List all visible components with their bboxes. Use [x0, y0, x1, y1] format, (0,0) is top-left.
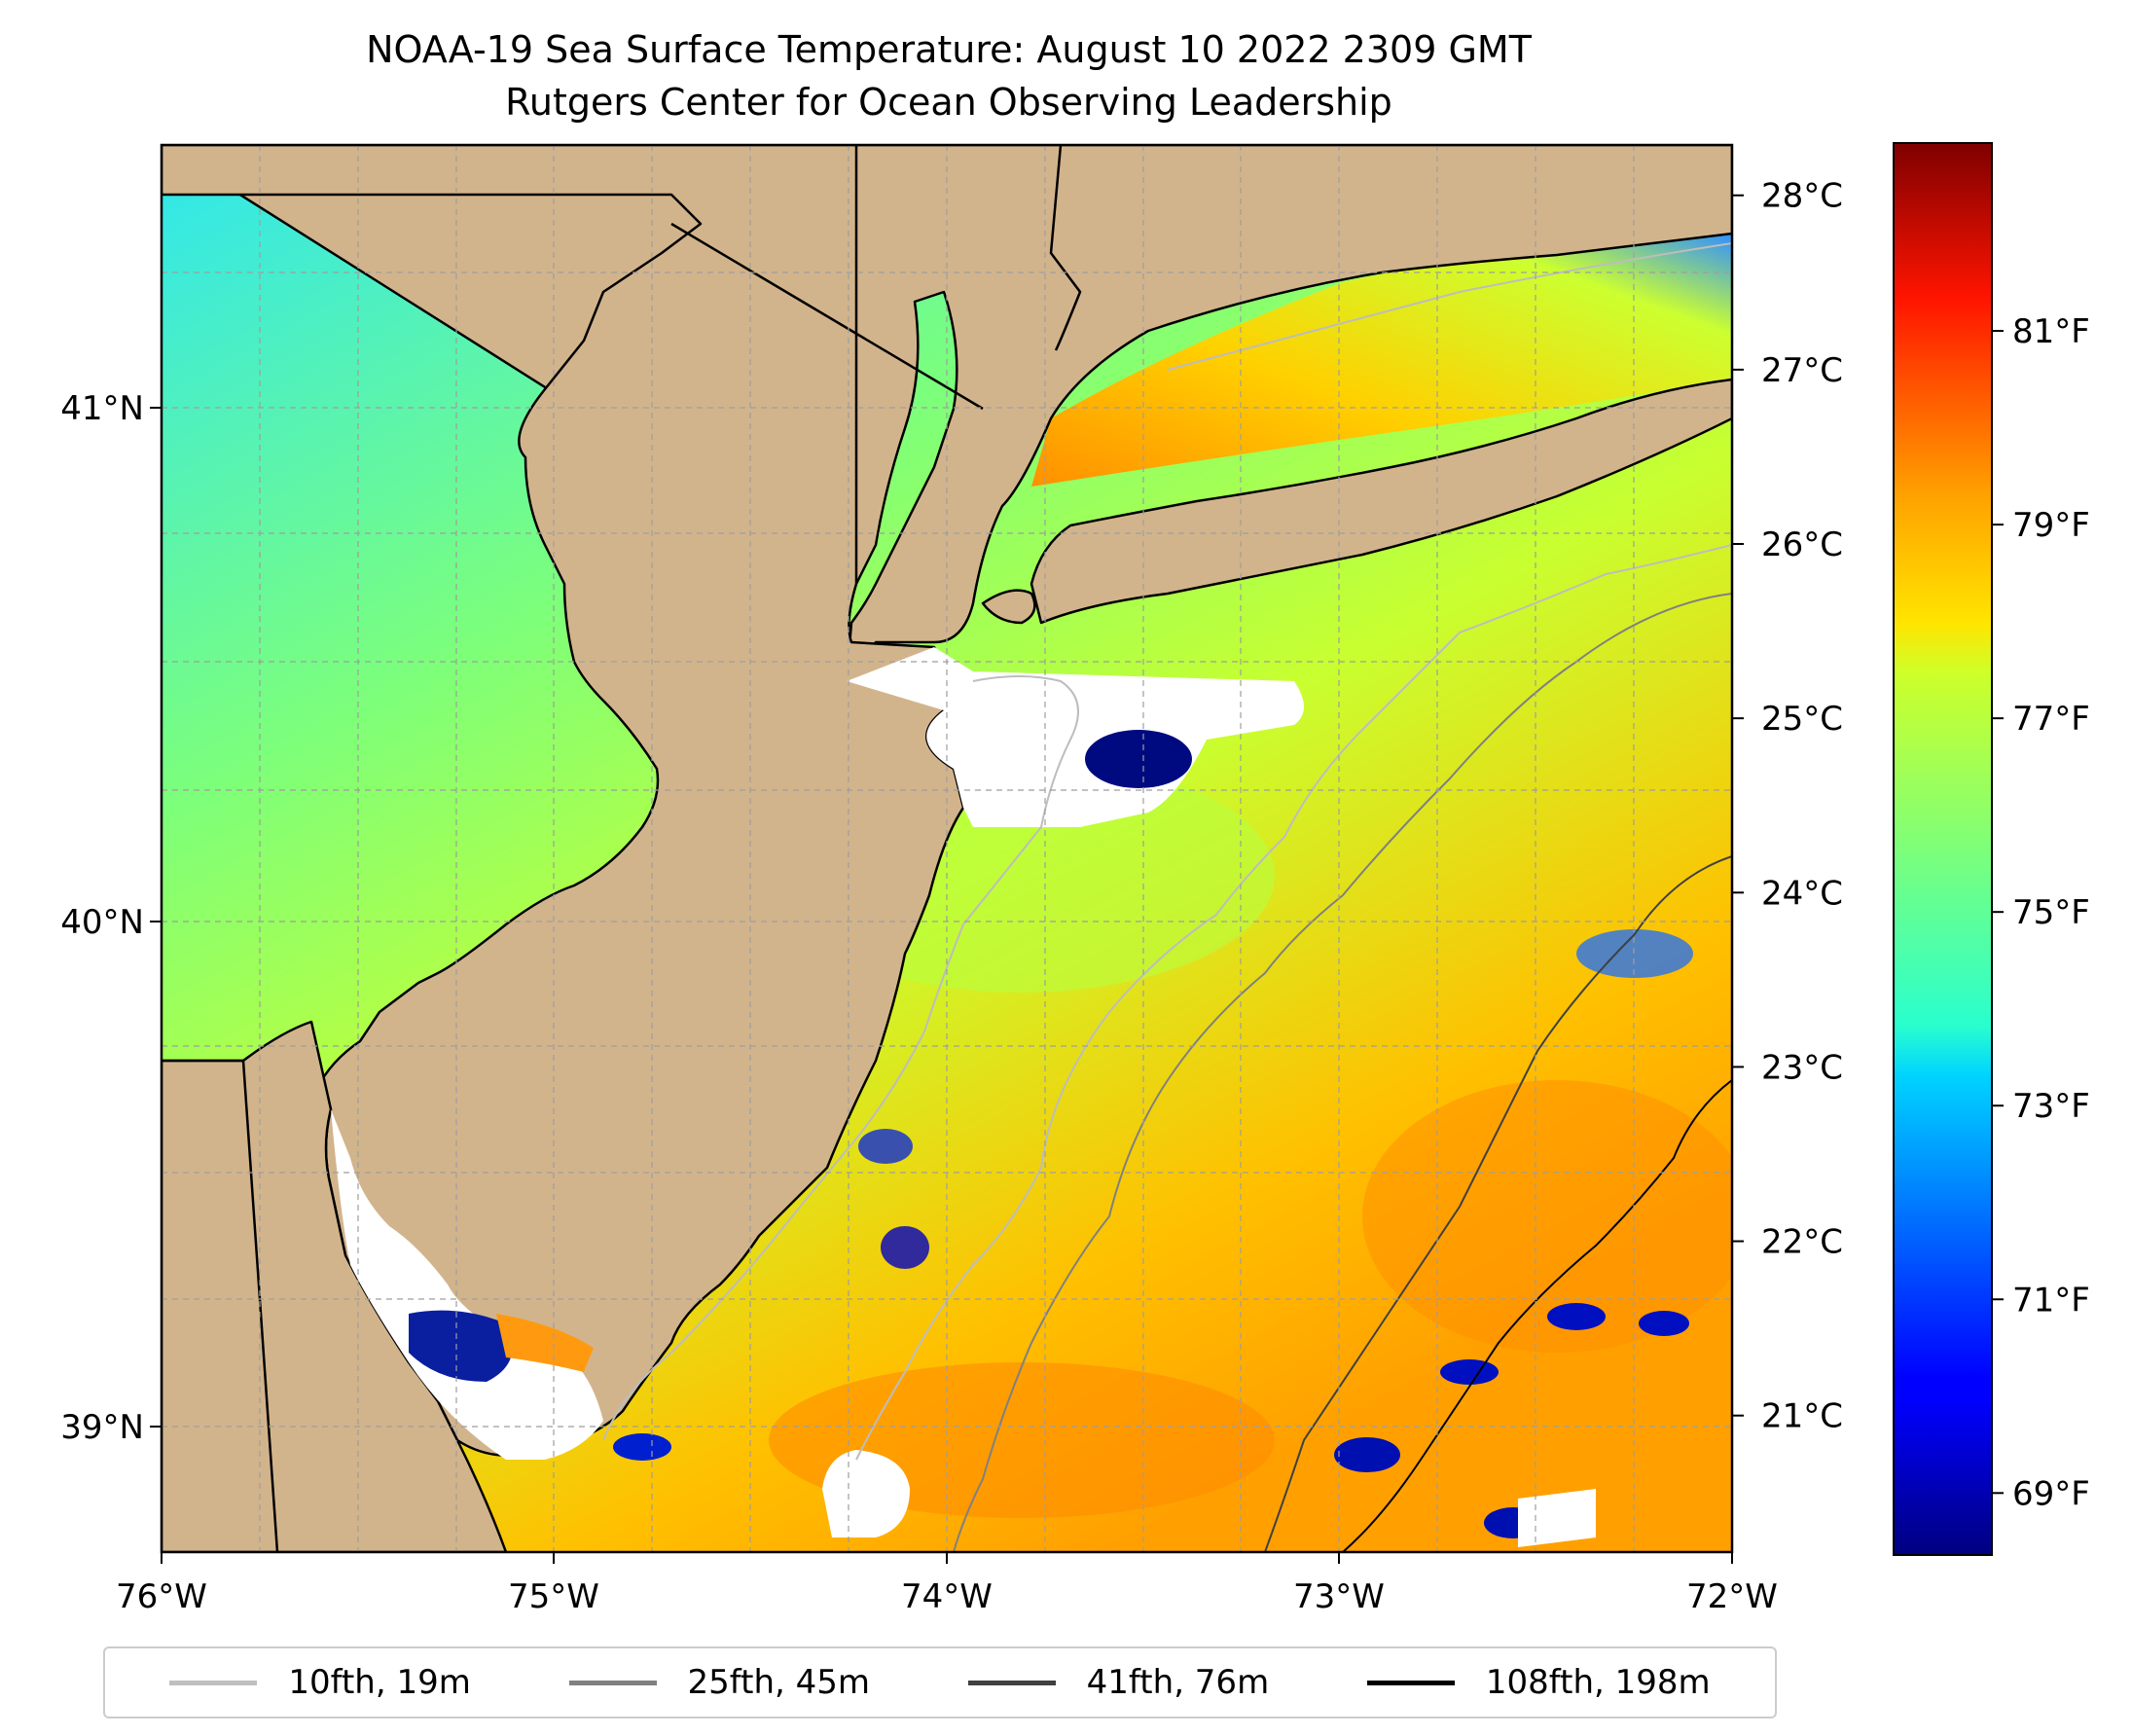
sst-patch-cold	[881, 1226, 929, 1269]
bathymetry-contours	[602, 242, 1732, 1552]
latitude-axis: 39°N 40°N 41°N	[60, 389, 162, 1447]
legend-item: 108fth, 198m	[1366, 1663, 1711, 1702]
sst-patch-warm	[1362, 1080, 1732, 1353]
lon-tick-label: 76°W	[116, 1577, 207, 1616]
figure-title: NOAA-19 Sea Surface Temperature: August …	[366, 28, 1532, 71]
fahrenheit-tick-label: 79°F	[2012, 506, 2090, 545]
celsius-tick-label: 25°C	[1761, 700, 1843, 739]
legend-label: 25fth, 45m	[687, 1663, 871, 1702]
long-island-land	[1030, 378, 1732, 625]
sst-patch-cold	[858, 1129, 913, 1164]
legend-line	[1366, 1680, 1455, 1685]
celsius-tick-label: 21°C	[1761, 1397, 1843, 1436]
sst-patch-cold	[613, 1433, 671, 1461]
sst-patch-cold	[1576, 929, 1693, 978]
long-island-sound-water	[1031, 234, 1732, 487]
legend-label: 108fth, 198m	[1485, 1663, 1711, 1702]
map-and-colorbar: 76°W 75°W 74°W 73°W 72°W 39°N 40°N 41°N …	[60, 142, 2090, 1616]
sst-patch-cold	[1639, 1311, 1689, 1336]
longitude-axis: 76°W 75°W 74°W 73°W 72°W	[116, 1552, 1778, 1616]
figure-subtitle: Rutgers Center for Ocean Observing Leade…	[505, 81, 1392, 124]
sst-patch-cold	[1334, 1437, 1400, 1472]
legend-item: 10fth, 19m	[169, 1663, 471, 1702]
sst-patch-cold	[1547, 1303, 1606, 1330]
colorbar	[1893, 142, 1993, 1556]
legend-label: 41fth, 76m	[1086, 1663, 1270, 1702]
lon-tick-label: 72°W	[1686, 1577, 1778, 1616]
legend-item: 25fth, 45m	[568, 1663, 871, 1702]
gridlines	[162, 145, 1732, 1552]
legend-line	[967, 1680, 1056, 1685]
delaware-bay-no-data	[331, 1109, 603, 1460]
map-area	[162, 145, 1732, 1552]
celsius-tick-label: 27°C	[1761, 351, 1843, 390]
legend-line	[568, 1680, 657, 1685]
bathymetry-legend: 10fth, 19m 25fth, 45m 41fth, 76m 108fth,…	[103, 1646, 1777, 1718]
celsius-tick-label: 23°C	[1761, 1048, 1843, 1087]
celsius-tick-label: 22°C	[1761, 1223, 1843, 1262]
sst-patch-cold	[1085, 730, 1192, 788]
lon-tick-label: 74°W	[901, 1577, 993, 1616]
colorbar-celsius-axis: 21°C 22°C 23°C 24°C 25°C 26°C 27°C 28°C	[1732, 177, 1843, 1436]
staten-island-land	[981, 589, 1036, 625]
legend-line	[169, 1680, 258, 1685]
lat-tick-label: 40°N	[60, 903, 144, 942]
celsius-tick-label: 26°C	[1761, 525, 1843, 564]
sst-patch-warm	[496, 1314, 594, 1372]
delmarva-land	[162, 1020, 508, 1552]
celsius-tick-label: 28°C	[1761, 177, 1843, 216]
celsius-tick-label: 24°C	[1761, 874, 1843, 913]
colorbar-fahrenheit-axis: 69°F 71°F 73°F 75°F 77°F 79°F 81°F	[1992, 312, 2090, 1513]
fahrenheit-tick-label: 81°F	[2012, 312, 2090, 351]
no-data-area	[1518, 1489, 1596, 1547]
fahrenheit-tick-label: 75°F	[2012, 893, 2090, 932]
fahrenheit-tick-label: 73°F	[2012, 1087, 2090, 1126]
fahrenheit-tick-label: 71°F	[2012, 1281, 2090, 1320]
lon-tick-label: 75°W	[508, 1577, 599, 1616]
legend-item: 41fth, 76m	[967, 1663, 1270, 1702]
fahrenheit-tick-label: 69°F	[2012, 1474, 2090, 1513]
sst-patch-cold	[1440, 1359, 1499, 1385]
no-data-area	[822, 1450, 910, 1537]
lat-tick-label: 39°N	[60, 1408, 144, 1447]
lon-tick-label: 73°W	[1293, 1577, 1385, 1616]
fahrenheit-tick-label: 77°F	[2012, 700, 2090, 739]
legend-label: 10fth, 19m	[288, 1663, 471, 1702]
sst-patch-cold	[409, 1310, 513, 1382]
no-data-area	[847, 647, 973, 827]
lat-tick-label: 41°N	[60, 389, 144, 428]
